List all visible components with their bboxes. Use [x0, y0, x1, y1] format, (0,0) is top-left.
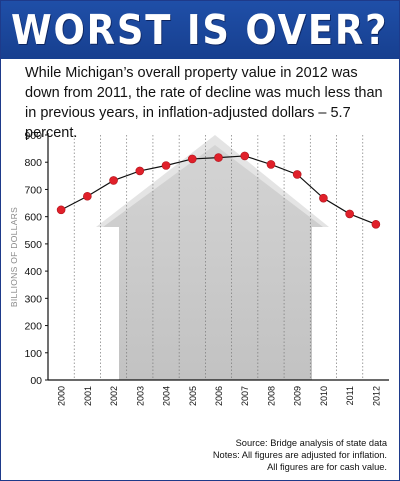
x-tick-label: 2003	[135, 386, 145, 406]
y-tick-label: 500	[24, 239, 42, 251]
y-tick-label: 00	[30, 375, 42, 387]
x-tick-label: 2007	[240, 386, 250, 406]
y-tick-label: 200	[24, 321, 42, 333]
data-point	[292, 170, 302, 179]
data-point	[240, 151, 250, 161]
up-arrow-icon	[103, 145, 323, 380]
data-point	[371, 219, 381, 229]
y-tick-label: 600	[24, 212, 42, 224]
y-tick-label: 100	[24, 348, 42, 360]
x-tick-label: 2004	[162, 386, 172, 406]
x-tick-label: 2006	[214, 386, 224, 406]
x-tick-label: 2001	[83, 386, 93, 406]
x-tick-label: 2010	[319, 386, 329, 406]
y-tick-label: 900	[24, 130, 42, 142]
data-point	[214, 153, 223, 162]
data-point	[56, 205, 66, 215]
x-tick-label: 2002	[109, 386, 119, 406]
data-point	[319, 193, 328, 203]
source-line: Source: Bridge analysis of state data	[235, 438, 387, 448]
data-point	[345, 209, 354, 219]
subtitle-text: While Michigan’s overall property value …	[25, 65, 383, 141]
x-tick-label: 2009	[293, 386, 303, 406]
y-tick-label: 400	[24, 266, 42, 278]
title-banner: WORST IS OVER?	[1, 1, 399, 59]
x-tick-label: 2012	[371, 386, 381, 406]
data-point	[109, 176, 118, 185]
x-tick-label: 2000	[57, 386, 67, 406]
x-tick-label: 2011	[345, 386, 355, 405]
data-point	[135, 166, 145, 176]
y-tick-label: 700	[24, 184, 42, 196]
data-point	[83, 191, 92, 201]
data-point	[161, 161, 171, 170]
notes-line: Notes: All figures are adjusted for infl…	[212, 450, 387, 460]
source-notes: Source: Bridge analysis of state data No…	[87, 437, 387, 473]
y-tick-label: 300	[24, 293, 42, 305]
y-axis-label: BILLIONS OF DOLLARS	[9, 207, 19, 307]
x-tick-label: 2008	[266, 386, 276, 406]
cash-value-line: All figures are for cash value.	[267, 462, 387, 472]
data-point	[266, 160, 276, 169]
y-tick-label: 800	[24, 157, 42, 169]
x-tick-label: 2005	[188, 386, 198, 406]
page-title: WORST IS OVER?	[11, 6, 389, 54]
data-point	[187, 154, 197, 164]
